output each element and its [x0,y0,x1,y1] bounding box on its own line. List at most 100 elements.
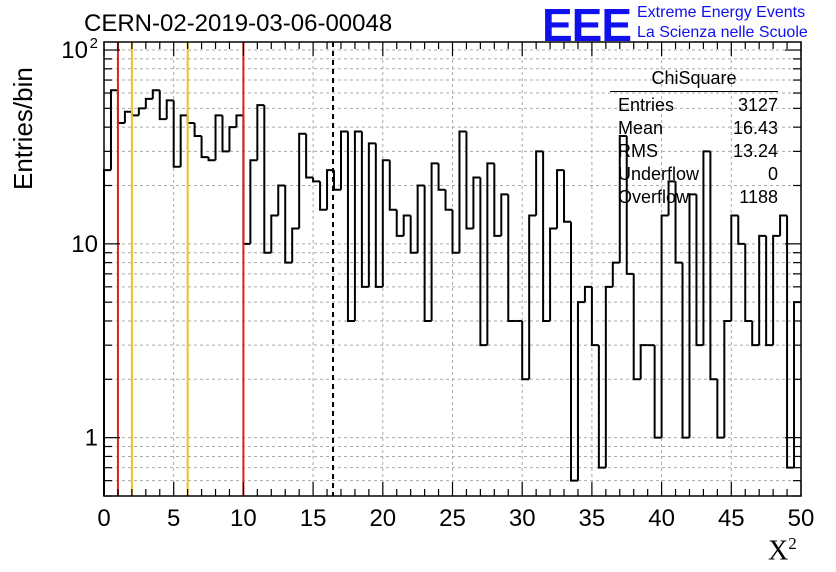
histogram-bin [786,215,795,469]
histogram-bin [360,131,369,288]
histogram-bin [479,177,488,347]
histogram-bin [214,114,223,161]
histogram-bin [737,215,746,245]
stats-value: 1188 [739,187,778,207]
histogram-bin [319,181,328,211]
histogram-bin [765,235,774,347]
histogram-bin [751,320,760,347]
x-tick-label: 5 [167,505,180,532]
histogram-bin [486,162,495,346]
y-axis-label: Entries/bin [8,67,38,190]
histogram-bin [402,214,411,236]
run-title: CERN-02-2019-03-06-00048 [84,10,393,37]
histogram-bin [507,194,516,322]
histogram-bin [123,110,132,124]
histogram-bin [660,214,669,438]
histogram-bin [681,262,690,439]
histogram-series [103,89,801,496]
stats-label: Entries [618,95,675,115]
histogram-bin [444,189,453,211]
histogram-bin [542,151,551,322]
histogram-bin [779,214,788,236]
reference-lines [116,42,335,496]
histogram-bin [305,133,314,179]
histogram-bin [723,319,732,438]
x-axis-label-exponent: 2 [788,534,797,553]
histogram-bin [563,170,571,223]
histogram-bin [228,126,237,152]
histogram-bin [674,181,683,264]
stats-row: Mean 16.43 [610,117,778,140]
histogram-bin [465,131,474,230]
histogram-bin [249,159,258,244]
y-tick-label: 1 [85,425,98,452]
logo-subtitle-line1: Extreme Energy Events [637,4,806,21]
histogram-bin [437,163,446,191]
histogram-bin [556,169,565,229]
histogram-bin [339,130,348,190]
x-tick-label: 40 [648,505,675,532]
histogram-bin [137,107,146,116]
stats-value: 13.24 [732,141,778,161]
y-tick-label: 10 [61,37,88,64]
histogram-bin [458,130,467,253]
histogram-bin [151,89,160,99]
histogram-bin [186,115,195,125]
histogram-bin [270,214,279,253]
histogram-bin [625,136,634,275]
histogram-bin [172,100,181,168]
histogram-bin [716,379,725,439]
histogram-bin [500,193,509,236]
histogram-bin [326,169,335,210]
histogram-bin [702,150,711,346]
histogram-bin [632,273,641,381]
histogram-bin [667,180,676,216]
histogram-bin [758,234,767,346]
histogram-bin [528,214,537,380]
histogram-bin [193,123,202,138]
histogram-bin [709,151,718,381]
histogram-bin [207,157,216,162]
histogram-bin [597,345,606,469]
histogram-bin [416,184,425,253]
stats-label: Overflow [618,187,690,207]
histogram-bin [604,285,613,468]
x-tick-label: 10 [230,505,257,532]
histogram-bin [744,243,753,322]
histogram-bin [688,193,697,438]
histogram-bin [423,185,432,322]
stats-row: Entries 3127 [610,94,778,117]
y-tick-label: 10 [71,231,98,258]
x-tick-label: 20 [369,505,396,532]
histogram-bin [521,320,530,381]
histogram-bin [549,227,558,321]
histogram-bin [695,194,704,347]
histogram-bin [116,90,125,125]
stats-row: Underflow 0 [610,163,778,186]
histogram-bin [284,185,293,264]
histogram-bin [353,130,362,321]
histogram-bin [772,234,781,346]
x-axis-label-base: X [768,535,789,567]
stats-label: RMS [618,141,658,161]
histogram-bin [583,285,592,303]
x-tick-label: 0 [97,505,110,532]
histogram-bin [381,159,390,287]
histogram-bin [535,150,544,216]
histogram-bin [611,261,620,287]
histogram-bin [618,135,627,263]
histogram-bin [179,114,188,167]
histogram-bin [493,163,502,237]
x-axis-label: X2 [768,534,797,567]
histogram-bin [165,99,174,120]
histogram-bin [277,184,286,216]
histogram-bin [333,170,341,191]
histogram-bin [346,131,355,322]
stats-value: 0 [767,164,778,184]
stats-title: ChiSquare [610,68,778,92]
histogram-bin [793,301,801,468]
x-tick-label: 45 [718,505,745,532]
histogram-bin [263,105,272,254]
